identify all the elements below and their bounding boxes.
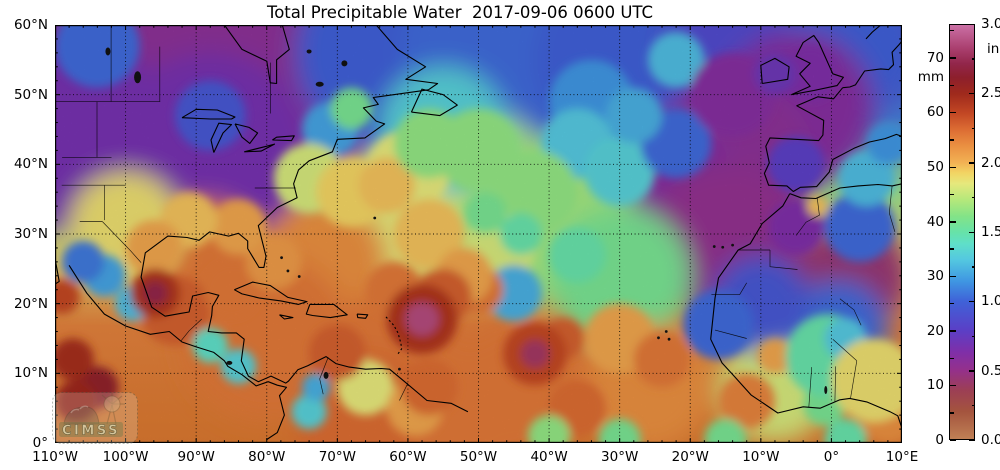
colorbar-mm-tick — [950, 357, 954, 359]
colorbar-mm-tick — [950, 221, 956, 223]
x-tick-label: 50°W — [459, 449, 498, 465]
logo-banner — [59, 422, 123, 437]
colorbar-in-tick — [969, 300, 975, 303]
colorbar-in-tick — [971, 58, 975, 60]
x-tick-label: 60°W — [389, 449, 427, 465]
colorbar-in-label: 2.5 — [981, 85, 1000, 102]
lesser-antilles-arc — [385, 316, 403, 355]
cimss-wordmark: CIMSS — [62, 424, 120, 439]
cimss-logo: CIMSS — [52, 392, 138, 444]
y-tick-label: 50°N — [13, 86, 48, 103]
x-tick-label: 80°W — [248, 449, 286, 465]
observatory-dome-icon — [63, 406, 100, 425]
x-tick-label: 30°W — [601, 449, 639, 465]
x-tick-label: 10°E — [885, 449, 919, 465]
plot-frame — [55, 25, 902, 443]
precipitable-water-map — [54, 24, 903, 444]
colorbar-in-tick — [969, 92, 975, 95]
satellite-dish-icon — [70, 405, 89, 414]
colorbar-mm-tick — [950, 30, 954, 32]
colorbar-in-tick — [969, 23, 975, 25]
colorbar-mm-tick — [950, 384, 956, 387]
colorbar-mm-label: 70 — [926, 49, 944, 66]
colorbar-in-label: 1.0 — [981, 293, 1000, 310]
inland-lakes — [105, 47, 828, 395]
colorbar-mm-label: 0 — [935, 432, 944, 448]
colorbar-in-label: 0.0 — [981, 432, 1000, 448]
logo-frame — [52, 392, 138, 444]
colorbar-unit-mm: mm — [917, 68, 944, 85]
colorbar-in-tick — [971, 404, 975, 407]
colorbar-mm-label: 50 — [926, 159, 944, 176]
x-tick-label: 70°W — [318, 449, 356, 465]
colorbar-mm-tick — [950, 166, 956, 168]
x-tick-label: 0° — [823, 449, 840, 465]
colorbar-mm-tick — [950, 275, 956, 278]
x-tick-label: 20°W — [671, 449, 709, 465]
colorbar-mm-tick — [950, 57, 956, 59]
x-tick-label: 10°W — [742, 449, 780, 465]
colorbar-mm-label: 10 — [926, 377, 944, 394]
coastlines — [55, 25, 902, 440]
y-tick-label: 0° — [32, 435, 48, 451]
y-tick-label: 30°N — [13, 226, 48, 242]
colorbar-in-tick — [969, 370, 975, 372]
colorbar-in-label: 1.5 — [981, 224, 1000, 240]
chart-title: Total Precipitable Water 2017-09-06 0600… — [266, 3, 654, 22]
colorbar-in-tick — [969, 439, 975, 441]
colorbar-in-tick — [971, 127, 975, 129]
colorbar-mm-label: 30 — [926, 268, 944, 285]
x-tick-label: 100°W — [102, 449, 149, 465]
colorbar-in-label: 2.0 — [981, 154, 1000, 171]
colorbar-unit-in: in — [987, 41, 1000, 57]
colorbar-mm-label: 20 — [926, 322, 944, 339]
y-tick-label: 60°N — [13, 17, 48, 33]
colorbar-in-tick — [969, 231, 975, 233]
x-tick-label: 90°W — [177, 449, 215, 465]
colorbar-mm-tick — [950, 248, 954, 250]
colorbar-mm-tick — [950, 303, 954, 305]
y-tick-label: 10°N — [13, 365, 48, 382]
country-state-borders — [55, 25, 896, 408]
colorbar-mm-tick — [950, 193, 954, 196]
colorbar-in-tick — [971, 196, 975, 199]
colorbar-in-tick — [971, 335, 975, 337]
colorbar-mm-tick — [950, 439, 956, 441]
sun-icon — [103, 395, 121, 413]
colorbar-mm-tick — [950, 111, 956, 114]
x-tick-label: 110°W — [32, 449, 78, 465]
y-tick-label: 40°N — [13, 156, 48, 173]
sun-rays-icon — [101, 393, 125, 425]
colorbar-mm-tick — [950, 139, 954, 141]
colorbar-in-label: 3.0 — [981, 16, 1000, 32]
colorbar-mm-label: 40 — [926, 213, 944, 230]
colorbar-mm-tick — [950, 412, 954, 414]
colorbar-in-tick — [971, 266, 975, 268]
colorbar-mm-tick — [950, 84, 954, 87]
colorbar-mm-label: 60 — [926, 104, 944, 121]
colorbar-in-tick — [969, 162, 975, 164]
colorbar-mm-tick — [950, 330, 956, 332]
y-tick-label: 20°N — [13, 295, 48, 312]
graticule — [55, 25, 902, 443]
map-plot — [54, 24, 903, 444]
colorbar-in-label: 0.5 — [981, 362, 1000, 379]
x-tick-label: 40°W — [530, 449, 568, 465]
